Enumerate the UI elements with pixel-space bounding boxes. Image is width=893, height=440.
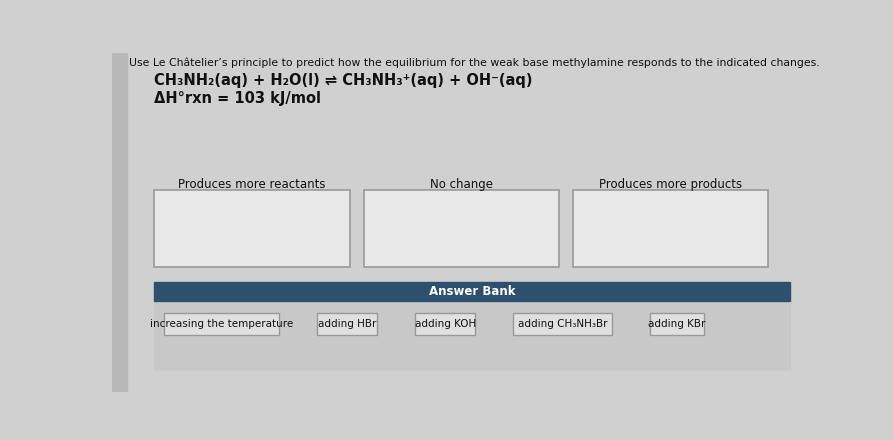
Bar: [154, 301, 789, 369]
Bar: [513, 313, 613, 334]
Bar: [650, 313, 705, 334]
Text: increasing the temperature: increasing the temperature: [150, 319, 293, 329]
Bar: [154, 282, 789, 301]
Bar: [164, 313, 279, 334]
Bar: [572, 190, 768, 267]
Bar: [317, 313, 377, 334]
Text: adding KOH: adding KOH: [414, 319, 476, 329]
Bar: [363, 190, 559, 267]
Text: No change: No change: [430, 178, 493, 191]
Text: Answer Bank: Answer Bank: [429, 285, 515, 298]
Text: adding KBr: adding KBr: [648, 319, 705, 329]
Bar: [154, 190, 349, 267]
Text: adding CH₃NH₃Br: adding CH₃NH₃Br: [518, 319, 607, 329]
Bar: [112, 53, 127, 392]
Text: adding HBr: adding HBr: [318, 319, 376, 329]
Bar: [415, 313, 475, 334]
Text: Produces more reactants: Produces more reactants: [178, 178, 326, 191]
Text: Use Le Châtelier’s principle to predict how the equilibrium for the weak base me: Use Le Châtelier’s principle to predict …: [129, 57, 819, 68]
Text: Produces more products: Produces more products: [599, 178, 742, 191]
Text: CH₃NH₂(aq) + H₂O(l) ⇌ CH₃NH₃⁺(aq) + OH⁻(aq): CH₃NH₂(aq) + H₂O(l) ⇌ CH₃NH₃⁺(aq) + OH⁻(…: [154, 73, 533, 88]
Text: ΔH°rxn = 103 kJ/mol: ΔH°rxn = 103 kJ/mol: [154, 91, 321, 106]
